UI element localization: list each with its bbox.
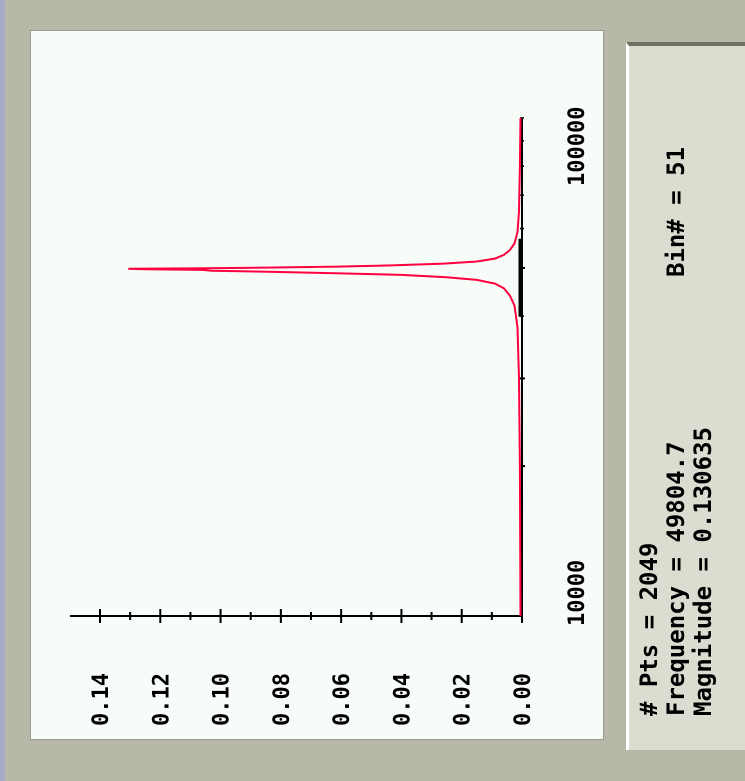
value-tick-label: 0.00 [511, 673, 536, 726]
frequency-tick-label: 100000 [565, 107, 590, 186]
value-tick-label: 0.12 [149, 673, 174, 726]
value-tick-label: 0.08 [270, 673, 295, 726]
value-tick-label: 0.14 [89, 673, 114, 726]
bin-readout: Bin# = 51 [662, 147, 690, 277]
frequency-tick-label: 10000 [565, 560, 590, 626]
plot-marks [128, 117, 522, 617]
plot-axes: 0.00 0.02 0.04 0.06 0.08 0.10 0.12 0.14 10000 100… [70, 107, 590, 726]
value-tick-label: 0.04 [390, 673, 415, 726]
plot-panel [30, 30, 604, 740]
value-tick-label: 0.02 [451, 673, 476, 726]
magnitude-readout: Magnitude = 0.130635 [689, 427, 717, 716]
info-panel [626, 42, 745, 750]
value-tick-label: 0.06 [330, 673, 355, 726]
value-tick-label: 0.10 [210, 673, 235, 726]
points-count: # Pts = 2049 [635, 543, 663, 716]
frequency-readout: Frequency = 49804.7 [662, 441, 690, 716]
series-line [128, 117, 522, 617]
